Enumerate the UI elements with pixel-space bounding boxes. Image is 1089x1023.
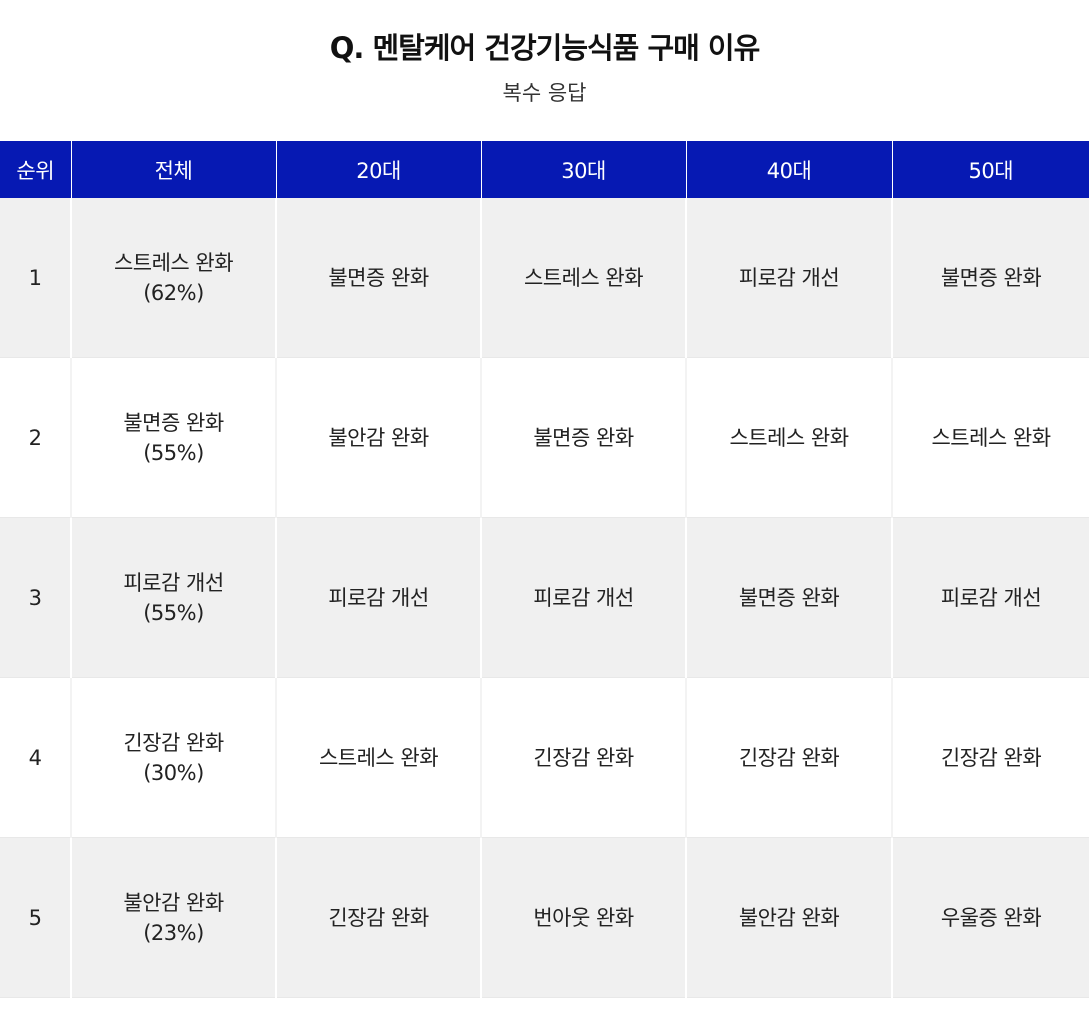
header-40s: 40대 [685, 141, 892, 198]
overall-reason: 긴장감 완화 [123, 730, 224, 755]
age20-cell: 피로감 개선 [275, 517, 481, 678]
rank-cell: 3 [0, 517, 71, 678]
overall-percent: (55%) [143, 440, 204, 465]
overall-percent: (55%) [143, 600, 204, 625]
overall-reason: 스트레스 완화 [113, 250, 234, 275]
age30-cell: 번아웃 완화 [480, 837, 686, 998]
ranking-table: 순위 전체 20대 30대 40대 50대 1 스트레스 완화 (62%) 불면… [0, 141, 1089, 998]
age40-cell: 불안감 완화 [685, 837, 892, 998]
rank-cell: 2 [0, 357, 71, 518]
age50-cell: 불면증 완화 [891, 198, 1089, 358]
table-row: 3 피로감 개선 (55%) 피로감 개선 피로감 개선 불면증 완화 피로감 … [0, 517, 1089, 678]
age20-cell: 불면증 완화 [275, 198, 481, 358]
rank-cell: 4 [0, 677, 71, 838]
age50-cell: 우울증 완화 [891, 837, 1089, 998]
age30-cell: 긴장감 완화 [480, 677, 686, 838]
age50-cell: 스트레스 완화 [891, 357, 1089, 518]
overall-reason: 불면증 완화 [123, 410, 224, 435]
header-overall: 전체 [70, 141, 276, 198]
age20-cell: 스트레스 완화 [275, 677, 481, 838]
age20-cell: 긴장감 완화 [275, 837, 481, 998]
age40-cell: 스트레스 완화 [685, 357, 892, 518]
page-title: Q. 멘탈케어 건강기능식품 구매 이유 [329, 31, 761, 65]
overall-percent: (62%) [143, 280, 204, 305]
overall-percent: (23%) [143, 920, 204, 945]
age40-cell: 피로감 개선 [685, 198, 892, 358]
table-row: 4 긴장감 완화 (30%) 스트레스 완화 긴장감 완화 긴장감 완화 긴장감… [0, 677, 1089, 838]
overall-cell: 긴장감 완화 (30%) [70, 677, 276, 838]
age40-cell: 긴장감 완화 [685, 677, 892, 838]
page-subtitle: 복수 응답 [502, 81, 587, 105]
age50-cell: 긴장감 완화 [891, 677, 1089, 838]
header-rank: 순위 [0, 141, 71, 198]
overall-reason: 피로감 개선 [123, 570, 224, 595]
table-row: 2 불면증 완화 (55%) 불안감 완화 불면증 완화 스트레스 완화 스트레… [0, 357, 1089, 518]
rank-cell: 5 [0, 837, 71, 998]
header-20s: 20대 [275, 141, 481, 198]
overall-percent: (30%) [143, 760, 204, 785]
rank-cell: 1 [0, 198, 71, 358]
age20-cell: 불안감 완화 [275, 357, 481, 518]
age30-cell: 피로감 개선 [480, 517, 686, 678]
header-30s: 30대 [480, 141, 686, 198]
overall-cell: 불안감 완화 (23%) [70, 837, 276, 998]
table-header-row: 순위 전체 20대 30대 40대 50대 [0, 141, 1089, 198]
overall-reason: 불안감 완화 [123, 890, 224, 915]
table-row: 1 스트레스 완화 (62%) 불면증 완화 스트레스 완화 피로감 개선 불면… [0, 198, 1089, 358]
overall-cell: 스트레스 완화 (62%) [70, 198, 276, 358]
age50-cell: 피로감 개선 [891, 517, 1089, 678]
header-50s: 50대 [891, 141, 1089, 198]
overall-cell: 피로감 개선 (55%) [70, 517, 276, 678]
age30-cell: 스트레스 완화 [480, 198, 686, 358]
age30-cell: 불면증 완화 [480, 357, 686, 518]
overall-cell: 불면증 완화 (55%) [70, 357, 276, 518]
age40-cell: 불면증 완화 [685, 517, 892, 678]
table-row: 5 불안감 완화 (23%) 긴장감 완화 번아웃 완화 불안감 완화 우울증 … [0, 837, 1089, 998]
